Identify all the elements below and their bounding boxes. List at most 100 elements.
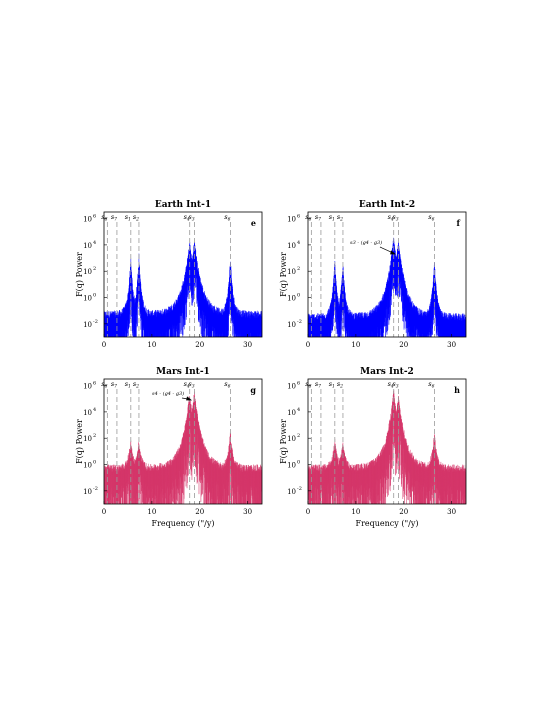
y-tick-label: 10 xyxy=(287,242,296,250)
y-axis-label: F(q) Power xyxy=(75,252,84,297)
y-tick-exponent: 4 xyxy=(93,407,96,413)
y-tick-exponent: 2 xyxy=(93,433,96,439)
x-tick-label: 20 xyxy=(195,341,204,349)
y-tick-exponent: -2 xyxy=(297,486,302,492)
y-tick-label: 10 xyxy=(83,383,92,391)
y-tick-label: 10 xyxy=(287,268,296,276)
x-tick-label: 0 xyxy=(102,508,106,516)
y-tick-label: 10 xyxy=(83,295,92,303)
panel-title: Earth Int-1 xyxy=(155,200,211,210)
spectrum-series xyxy=(308,390,466,540)
frequency-label-s6: s6 xyxy=(224,380,230,390)
x-tick-label: 0 xyxy=(306,508,310,516)
panel-title: Mars Int-2 xyxy=(360,367,414,377)
y-tick-exponent: 2 xyxy=(297,266,300,272)
x-tick-label: 20 xyxy=(195,508,204,516)
y-tick-label: 10 xyxy=(287,409,296,417)
y-tick-exponent: 6 xyxy=(93,381,96,387)
x-tick-label: 20 xyxy=(399,508,408,516)
x-tick-label: 10 xyxy=(147,341,156,349)
frequency-label-s7: s7 xyxy=(111,380,117,390)
panel-title: Earth Int-2 xyxy=(359,200,415,210)
y-tick-exponent: 2 xyxy=(297,433,300,439)
frequency-label-s6: s6 xyxy=(428,213,434,223)
frequency-label-s6: s6 xyxy=(428,380,434,390)
y-tick-label: 10 xyxy=(83,216,92,224)
y-axis-label: F(q) Power xyxy=(279,419,288,464)
y-tick-label: 10 xyxy=(83,435,92,443)
y-tick-label: 10 xyxy=(287,462,296,470)
y-tick-exponent: -2 xyxy=(93,319,98,325)
frequency-label-s8: s8 xyxy=(101,380,107,390)
y-tick-label: 10 xyxy=(287,216,296,224)
y-axis-label: F(q) Power xyxy=(279,252,288,297)
x-tick-label: 30 xyxy=(447,508,456,516)
x-axis-label: Frequency ("/y) xyxy=(152,519,215,528)
frequency-label-s2: s2 xyxy=(337,213,343,223)
y-tick-exponent: 4 xyxy=(93,240,96,246)
y-tick-exponent: -2 xyxy=(297,319,302,325)
y-tick-label: 10 xyxy=(287,383,296,391)
frequency-label-s1: s1 xyxy=(125,213,131,223)
y-tick-label: 10 xyxy=(83,242,92,250)
y-tick-exponent: -2 xyxy=(93,486,98,492)
y-tick-label: 10 xyxy=(287,435,296,443)
frequency-label-s8: s8 xyxy=(101,213,107,223)
x-tick-label: 0 xyxy=(102,341,106,349)
x-tick-label: 30 xyxy=(243,341,252,349)
spectrum-series xyxy=(308,238,466,369)
x-tick-label: 10 xyxy=(147,508,156,516)
spectrum-series xyxy=(104,392,262,541)
y-tick-exponent: 0 xyxy=(297,293,300,299)
y-tick-exponent: 4 xyxy=(297,407,300,413)
frequency-label-s7: s7 xyxy=(315,380,321,390)
x-tick-label: 10 xyxy=(351,341,360,349)
frequency-label-s7: s7 xyxy=(315,213,321,223)
spectrum-series xyxy=(104,242,262,366)
x-tick-label: 30 xyxy=(243,508,252,516)
frequency-label-s7: s7 xyxy=(111,213,117,223)
frequency-label-s2: s2 xyxy=(133,380,139,390)
y-tick-exponent: 6 xyxy=(93,214,96,220)
frequency-label-s2: s2 xyxy=(133,213,139,223)
y-tick-label: 10 xyxy=(287,295,296,303)
x-axis-label: Frequency ("/y) xyxy=(356,519,419,528)
x-tick-label: 20 xyxy=(399,341,408,349)
panel-label: h xyxy=(454,385,460,395)
frequency-label-s8: s8 xyxy=(305,213,311,223)
y-tick-exponent: 6 xyxy=(297,214,300,220)
y-tick-exponent: 0 xyxy=(297,460,300,466)
panel-label: e xyxy=(251,218,256,228)
x-tick-label: 0 xyxy=(306,341,310,349)
y-tick-label: 10 xyxy=(287,321,296,329)
y-axis-label: F(q) Power xyxy=(75,419,84,464)
y-tick-label: 10 xyxy=(83,409,92,417)
y-tick-label: 10 xyxy=(83,321,92,329)
frequency-label-s1: s1 xyxy=(125,380,131,390)
frequency-label-s8: s8 xyxy=(305,380,311,390)
y-tick-label: 10 xyxy=(83,462,92,470)
y-tick-label: 10 xyxy=(287,488,296,496)
panel-title: Mars Int-1 xyxy=(156,367,210,377)
y-tick-exponent: 0 xyxy=(93,293,96,299)
panel-label: f xyxy=(457,218,461,228)
x-tick-label: 30 xyxy=(447,341,456,349)
frequency-label-s1: s1 xyxy=(329,380,335,390)
y-tick-label: 10 xyxy=(83,488,92,496)
frequency-label-s1: s1 xyxy=(329,213,335,223)
y-tick-label: 10 xyxy=(83,268,92,276)
y-tick-exponent: 4 xyxy=(297,240,300,246)
panel-label: g xyxy=(250,385,256,395)
annotation-label: s3 - (g4 - g3) xyxy=(350,239,382,246)
frequency-label-s6: s6 xyxy=(224,213,230,223)
y-tick-exponent: 0 xyxy=(93,460,96,466)
x-tick-label: 10 xyxy=(351,508,360,516)
y-tick-exponent: 2 xyxy=(93,266,96,272)
y-tick-exponent: 6 xyxy=(297,381,300,387)
annotation-label: s4 - (g4 - g3) xyxy=(152,390,184,397)
